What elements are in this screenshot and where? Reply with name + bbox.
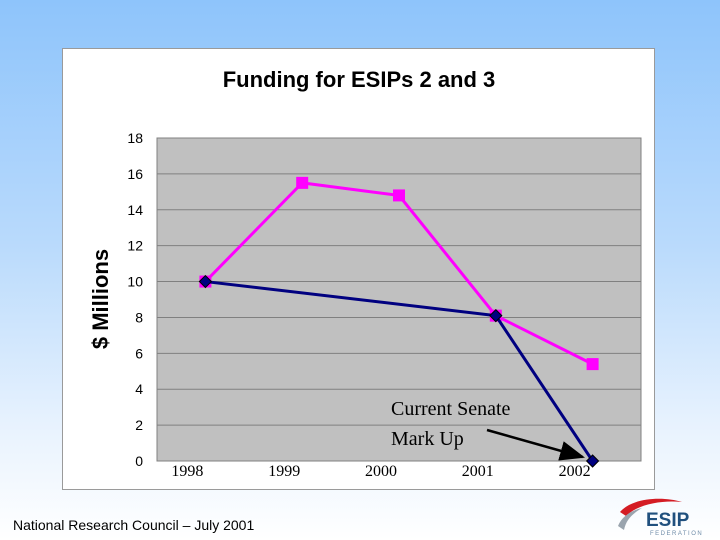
x-tick-label: 2001: [462, 463, 494, 480]
logo-subtitle: FEDERATION: [650, 531, 703, 537]
data-point: [585, 454, 600, 468]
y-tick-label: 2: [135, 417, 143, 433]
y-tick-label: 16: [127, 166, 143, 182]
y-tick-label: 8: [135, 309, 143, 325]
esip-logo: ESIP FEDERATION: [618, 498, 703, 537]
annotation-arrow: [486, 428, 586, 461]
data-point: [586, 358, 599, 371]
data-point: [198, 274, 213, 289]
data-point: [393, 189, 405, 202]
x-tick-label: 1999: [268, 463, 300, 480]
annotation-line-1: Current Senate: [391, 398, 511, 420]
logo-swoosh-gray: [618, 508, 642, 530]
y-axis-ticks: 0 2 4 6 8 10 12 14 16 18: [127, 130, 143, 469]
footer-credit: National Research Council – July 2001: [13, 517, 255, 533]
x-tick-label: 1998: [171, 463, 203, 480]
series-layer: [198, 176, 600, 468]
y-tick-label: 4: [135, 381, 143, 397]
grid-lines: [157, 137, 641, 462]
logo-wordmark: ESIP: [646, 510, 690, 531]
y-tick-label: 12: [127, 238, 143, 254]
logo-swoosh-red: [620, 498, 682, 516]
y-tick-label: 6: [135, 345, 143, 361]
x-axis-ticks: 1998 1999 2000 2001 2002: [171, 463, 590, 480]
y-tick-label: 14: [127, 202, 143, 218]
x-tick-label: 2002: [559, 463, 591, 480]
chart-panel: Funding for ESIPs 2 and 3 0 2 4 6 8 10 12 14 16 1…: [62, 48, 655, 490]
data-point: [296, 176, 309, 189]
data-point: [489, 308, 503, 323]
y-tick-label: 10: [127, 274, 143, 290]
y-axis-label: $ Millions: [88, 249, 113, 349]
annotation-line-2: Mark Up: [391, 428, 464, 450]
chart-title: Funding for ESIPs 2 and 3: [223, 67, 496, 92]
x-tick-label: 2000: [365, 463, 397, 480]
y-tick-label: 0: [135, 453, 143, 469]
funding-chart: Funding for ESIPs 2 and 3 0 2 4 6 8 10 12 14 16 1…: [88, 67, 642, 480]
y-tick-label: 18: [127, 130, 143, 146]
